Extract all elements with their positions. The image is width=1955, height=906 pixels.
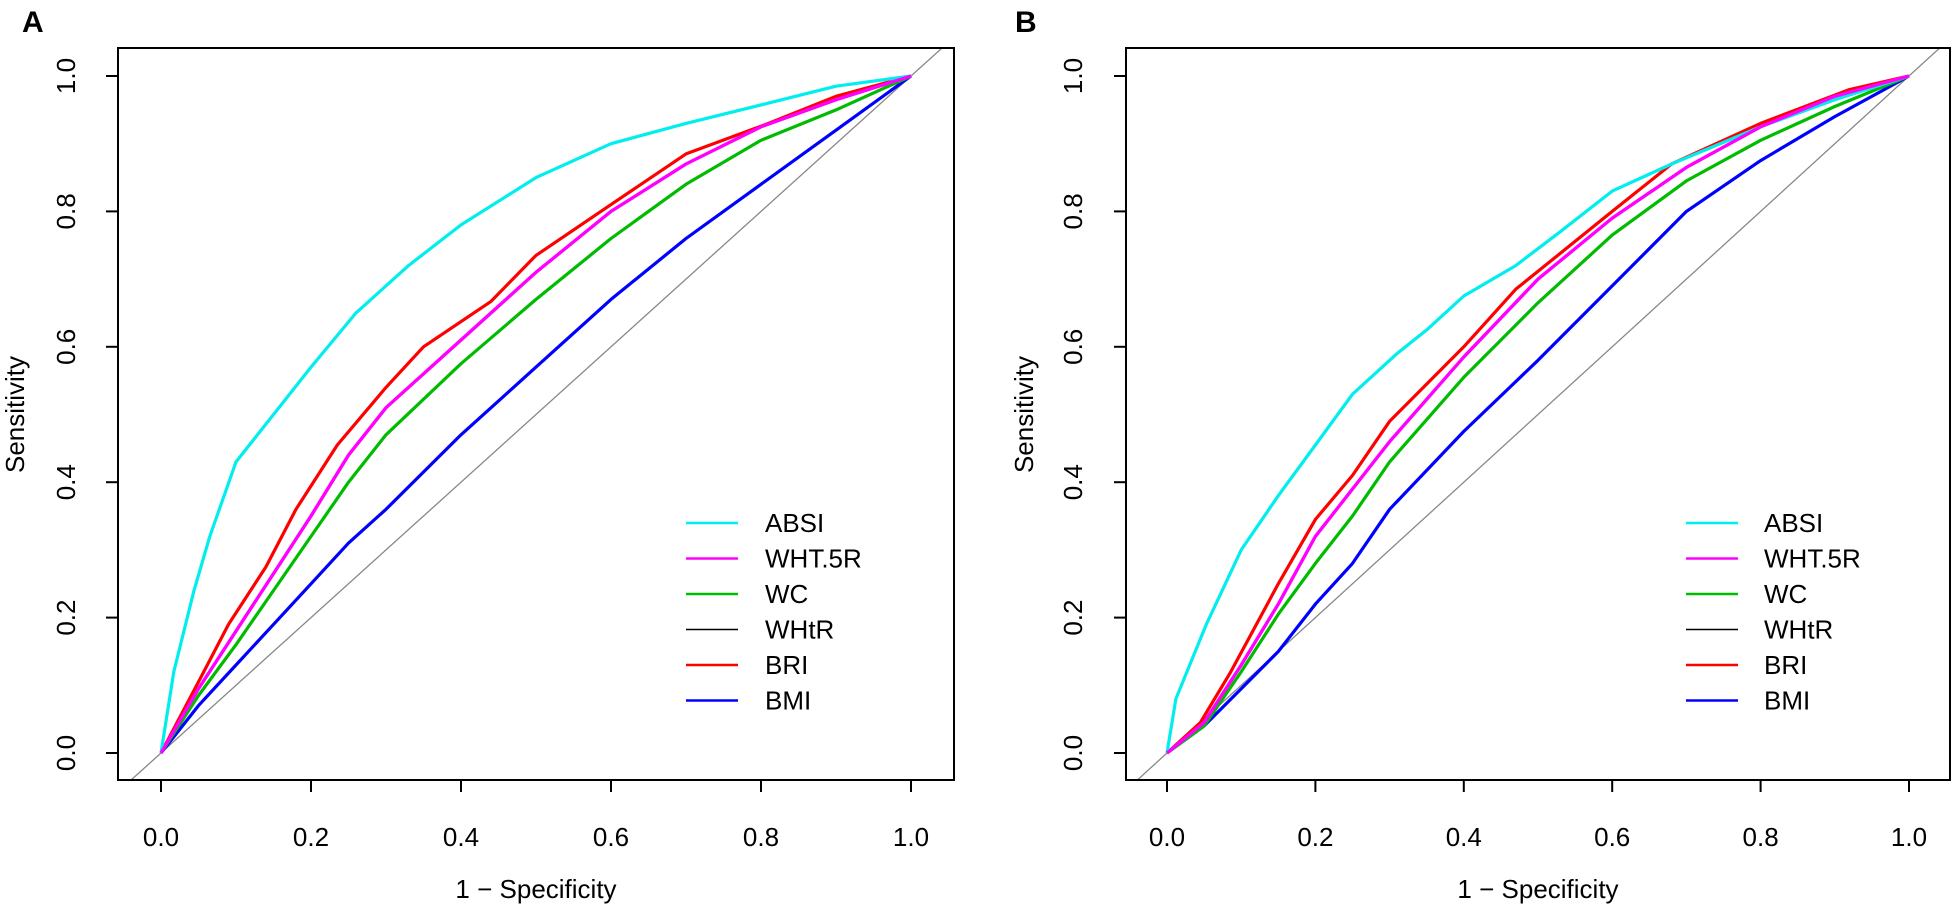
legend-label: WC bbox=[1764, 579, 1807, 609]
x-tick-label: 0.2 bbox=[1297, 822, 1333, 852]
roc-curve-bri bbox=[1165, 74, 1910, 755]
y-tick-label: 1.0 bbox=[51, 58, 81, 94]
x-tick-label: 0.6 bbox=[1594, 822, 1630, 852]
y-tick-label: 0.4 bbox=[51, 464, 81, 500]
roc-curve-bmi bbox=[159, 74, 912, 754]
y-tick-label: 0.6 bbox=[1058, 329, 1088, 365]
reference-diagonal bbox=[130, 48, 943, 780]
x-axis-label: 1 − Specificity bbox=[1457, 874, 1618, 904]
legend-label: BRI bbox=[765, 650, 808, 680]
roc-curve-wht5r-overlay bbox=[1165, 74, 1910, 755]
legend-label: BMI bbox=[1764, 686, 1810, 716]
roc-curve-absi bbox=[159, 74, 912, 754]
x-tick-label: 0.0 bbox=[143, 822, 179, 852]
reference-diagonal bbox=[1136, 48, 1941, 780]
legend-label: WHT.5R bbox=[765, 544, 862, 574]
roc-curve-bmi bbox=[1166, 74, 1910, 755]
legend-label: WHtR bbox=[1764, 615, 1833, 645]
x-tick-label: 1.0 bbox=[893, 822, 929, 852]
legend-label: ABSI bbox=[1764, 508, 1823, 538]
x-tick-label: 0.6 bbox=[593, 822, 629, 852]
y-tick-label: 0.8 bbox=[51, 193, 81, 229]
x-tick-label: 0.8 bbox=[743, 822, 779, 852]
x-axis-label: 1 − Specificity bbox=[455, 874, 616, 904]
roc-curve-absi bbox=[1165, 74, 1910, 754]
roc-curve-wht5r-overlay bbox=[159, 74, 912, 754]
legend-label: WHtR bbox=[765, 615, 834, 645]
y-tick-label: 0.2 bbox=[51, 600, 81, 636]
roc-curve-wc bbox=[1166, 74, 1910, 755]
legend: ABSI WHT.5R WC WHtR BRI BMI bbox=[686, 508, 862, 716]
plot-frame bbox=[117, 47, 955, 781]
y-axis-label: Sensitivity bbox=[1009, 356, 1039, 473]
panel-a: A 0.0 0.2 0.4 0.6 0.8 1.0 1 − Specificity 0.0 0.2… bbox=[0, 6, 955, 904]
panel-label: A bbox=[22, 6, 44, 39]
legend-label: ABSI bbox=[765, 508, 824, 538]
y-tick-label: 0.6 bbox=[51, 329, 81, 365]
x-tick-label: 0.4 bbox=[443, 822, 479, 852]
y-tick-label: 0.4 bbox=[1058, 464, 1088, 500]
panel-b: B 0.0 0.2 0.4 0.6 0.8 1.0 1 − Specificity 0.0 0.2… bbox=[1009, 6, 1951, 904]
y-tick-label: 1.0 bbox=[1058, 58, 1088, 94]
roc-curve-bri bbox=[159, 74, 912, 754]
y-axis-label: Sensitivity bbox=[0, 356, 30, 473]
legend-label: WHT.5R bbox=[1764, 544, 1861, 574]
x-tick-label: 0.2 bbox=[293, 822, 329, 852]
y-tick-label: 0.8 bbox=[1058, 193, 1088, 229]
y-tick-label: 0.0 bbox=[1058, 735, 1088, 771]
x-tick-label: 0.8 bbox=[1743, 822, 1779, 852]
plot-frame bbox=[1125, 47, 1951, 781]
x-tick-label: 1.0 bbox=[1891, 822, 1927, 852]
legend: ABSI WHT.5R WC WHtR BRI BMI bbox=[1686, 508, 1861, 716]
y-tick-label: 0.0 bbox=[51, 735, 81, 771]
y-tick-label: 0.2 bbox=[1058, 600, 1088, 636]
legend-label: BRI bbox=[1764, 650, 1807, 680]
roc-curve-wc bbox=[159, 74, 912, 754]
legend-label: BMI bbox=[765, 686, 811, 716]
x-tick-label: 0.0 bbox=[1149, 822, 1185, 852]
x-tick-label: 0.4 bbox=[1446, 822, 1482, 852]
legend-label: WC bbox=[765, 579, 808, 609]
panel-label: B bbox=[1015, 6, 1037, 39]
